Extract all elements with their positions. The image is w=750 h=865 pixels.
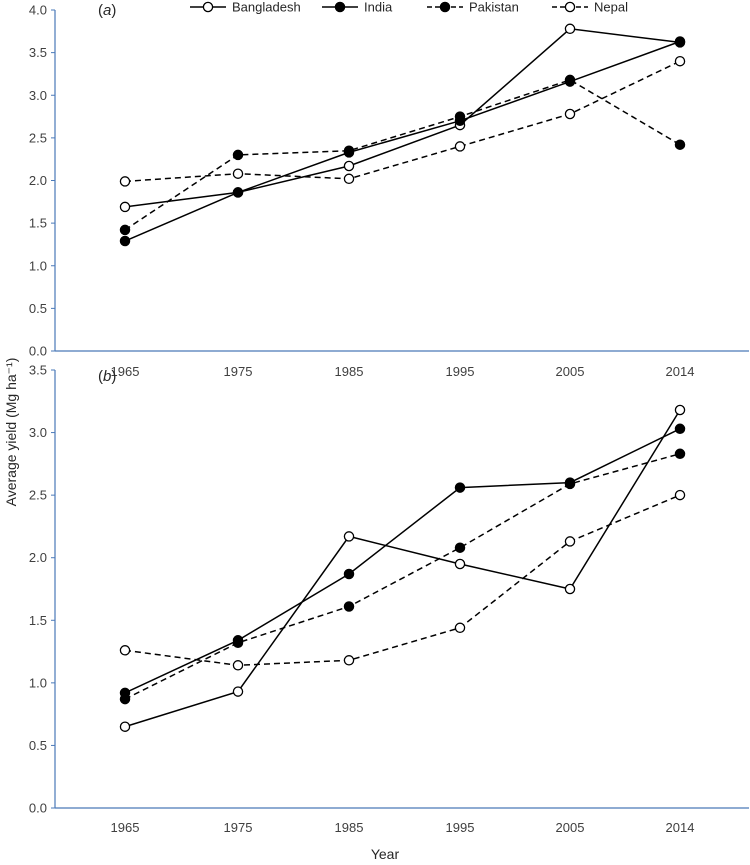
panel-label-letter: a <box>103 2 111 19</box>
data-point-bangladesh <box>343 531 355 542</box>
panel-label-close: ) <box>111 368 116 385</box>
data-point-bangladesh <box>564 23 576 35</box>
panel-label-close: ) <box>111 2 116 19</box>
legend-label: India <box>364 0 393 15</box>
series-line-nepal <box>124 494 681 667</box>
data-point-india <box>674 423 686 435</box>
y-tick-label: 1.0 <box>29 675 47 690</box>
x-tick-label: 1995 <box>446 364 475 379</box>
data-point-pakistan <box>232 637 244 649</box>
panel-label-letter: b <box>103 368 111 385</box>
x-tick-label: 1975 <box>224 820 253 835</box>
y-tick-label: 0.0 <box>29 344 47 359</box>
data-point-pakistan <box>343 601 355 612</box>
legend-label: Pakistan <box>469 0 519 15</box>
data-point-bangladesh <box>119 721 131 732</box>
data-point-nepal <box>232 660 244 671</box>
y-tick-label: 2.5 <box>29 130 47 145</box>
y-tick-label: 1.5 <box>29 613 47 628</box>
x-tick-label: 2014 <box>666 820 695 835</box>
data-point-india <box>674 36 686 47</box>
data-point-nepal <box>119 645 131 656</box>
data-point-india <box>454 482 466 493</box>
data-point-nepal <box>674 489 686 501</box>
data-point-pakistan <box>232 149 244 161</box>
series-line-bangladesh <box>124 409 681 728</box>
data-point-india <box>232 187 244 198</box>
data-point-bangladesh <box>119 201 131 213</box>
data-point-nepal <box>564 536 576 547</box>
data-point-pakistan <box>119 693 131 705</box>
x-tick-label: 1985 <box>335 364 364 379</box>
data-point-nepal <box>454 141 466 152</box>
panel-a: 0.0 0.5 1.0 1.5 2.0 2.5 3.0 3.5 4.0 1965 1975 1985 1… <box>29 2 749 379</box>
data-point-pakistan <box>564 478 576 490</box>
legend-marker-pakistan <box>439 1 451 13</box>
y-tick-label: 1.0 <box>29 258 47 273</box>
data-point-nepal <box>564 108 576 120</box>
x-tick-label: 1975 <box>224 364 253 379</box>
x-axis-title: Year <box>371 846 400 862</box>
data-point-nepal <box>119 176 131 187</box>
panel-label-open: ( <box>98 2 103 19</box>
data-point-pakistan <box>343 145 355 156</box>
x-tick-label: 1995 <box>446 820 475 835</box>
y-tick-label: 2.0 <box>29 173 47 188</box>
series-line-pakistan <box>124 453 681 700</box>
panel-b: 0.0 0.5 1.0 1.5 2.0 2.5 3.0 3.5 1965 1975 1985 1995… <box>29 363 749 835</box>
x-tick-label: 2005 <box>556 820 585 835</box>
x-tick-label: 1985 <box>335 820 364 835</box>
data-point-pakistan <box>454 111 466 122</box>
y-tick-label: 3.5 <box>29 45 47 60</box>
legend-label: Bangladesh <box>232 0 301 15</box>
chart-legend: Bangladesh India Pakistan Nepal <box>190 0 628 15</box>
data-point-india <box>119 235 131 247</box>
data-point-india <box>343 568 355 580</box>
series-line-india <box>124 428 681 694</box>
panel-label-open: ( <box>98 368 103 385</box>
data-point-pakistan <box>119 224 131 236</box>
data-point-bangladesh <box>564 583 576 595</box>
data-point-pakistan <box>674 139 686 150</box>
y-tick-label: 0.0 <box>29 801 47 816</box>
data-point-nepal <box>232 168 244 179</box>
legend-marker-bangladesh <box>202 1 214 13</box>
panel-label: (b) <box>98 368 116 385</box>
y-tick-label: 3.5 <box>29 363 47 378</box>
y-tick-label: 0.5 <box>29 738 47 753</box>
y-axis-title: Average yield (Mg ha⁻¹) <box>3 358 19 507</box>
series-line-bangladesh <box>124 28 681 208</box>
legend-marker-nepal <box>564 1 576 13</box>
y-tick-label: 2.5 <box>29 488 47 503</box>
panel-label: (a) <box>98 2 116 19</box>
data-point-pakistan <box>564 74 576 86</box>
y-tick-label: 0.5 <box>29 301 47 316</box>
series-line-pakistan <box>124 79 681 231</box>
data-point-bangladesh <box>454 558 466 570</box>
data-point-nepal <box>343 173 355 185</box>
x-tick-label: 1965 <box>111 820 140 835</box>
series-line-nepal <box>124 60 681 183</box>
y-tick-label: 4.0 <box>29 3 47 18</box>
x-tick-label: 2005 <box>556 364 585 379</box>
legend-label: Nepal <box>594 0 628 15</box>
series-line-india <box>124 40 681 242</box>
y-tick-label: 3.0 <box>29 88 47 103</box>
y-tick-label: 3.0 <box>29 425 47 440</box>
data-point-nepal <box>343 655 355 666</box>
x-tick-label: 1965 <box>111 364 140 379</box>
data-point-bangladesh <box>674 404 686 416</box>
data-point-nepal <box>454 622 466 634</box>
y-tick-label: 1.5 <box>29 216 47 231</box>
data-point-bangladesh <box>232 686 244 697</box>
data-point-pakistan <box>454 542 466 553</box>
legend-marker-india <box>334 1 346 13</box>
data-point-pakistan <box>674 448 686 460</box>
x-tick-label: 2014 <box>666 364 695 379</box>
y-tick-label: 2.0 <box>29 550 47 565</box>
data-point-bangladesh <box>343 160 355 172</box>
data-point-nepal <box>674 55 686 67</box>
